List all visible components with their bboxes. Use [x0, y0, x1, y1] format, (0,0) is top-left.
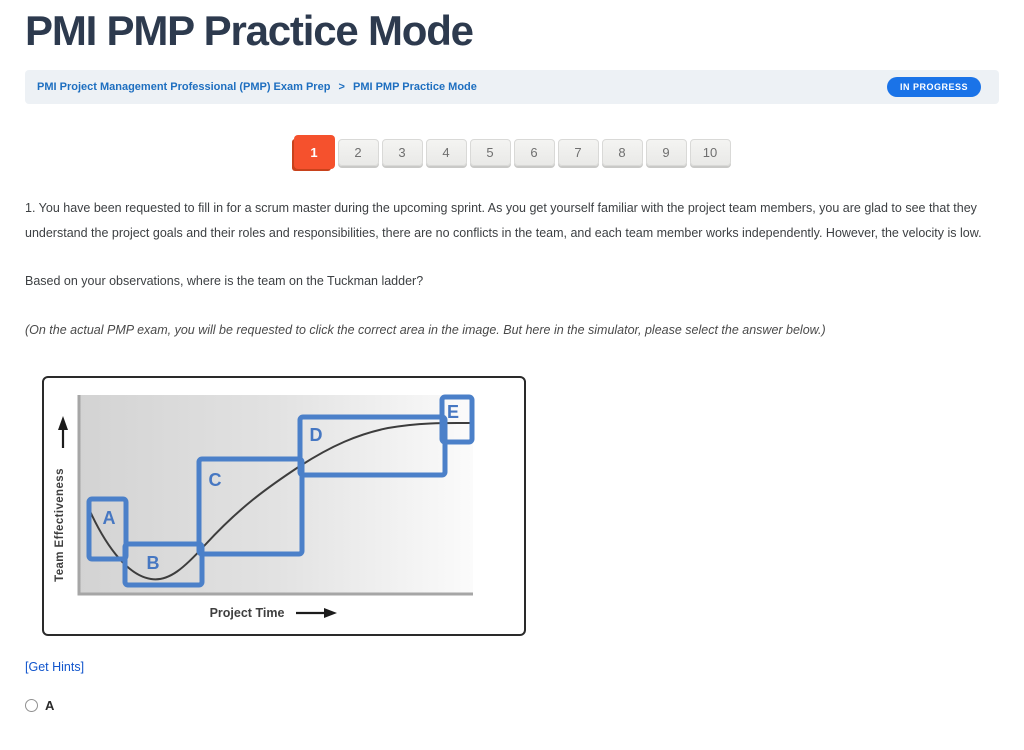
practice-mode-page: PMI PMP Practice Mode PMI Project Manage… [0, 7, 1024, 713]
question-nav-button-7[interactable]: 7 [557, 138, 599, 166]
question-nav-button-2[interactable]: 2 [337, 138, 379, 166]
breadcrumb: PMI Project Management Professional (PMP… [25, 70, 999, 105]
x-axis-arrow-icon [296, 608, 337, 619]
region-box-e [439, 394, 475, 445]
get-hints-link[interactable]: [Get Hints] [25, 660, 85, 675]
question-note: (On the actual PMP exam, you will be req… [25, 322, 826, 337]
plot-area [79, 395, 473, 595]
radio-button[interactable] [25, 699, 38, 713]
breadcrumb-course-link[interactable]: PMI Project Management Professional (PMP… [37, 81, 331, 94]
region-label-d: D [310, 425, 323, 445]
tuckman-ladder-figure: Team Effectiveness A B C D E Project Tim… [42, 376, 526, 637]
region-box-a [86, 496, 129, 562]
region-label-b: B [147, 553, 160, 573]
question-nav: 1 2 3 4 5 6 7 8 9 10 [25, 134, 999, 170]
performance-curve [88, 422, 473, 581]
breadcrumb-trail: PMI Project Management Professional (PMP… [37, 81, 477, 93]
axes [77, 395, 473, 596]
breadcrumb-separator: > [338, 81, 345, 94]
tuckman-ladder-diagram: Team Effectiveness A B C D E Project Tim… [54, 394, 475, 620]
region-box-d [297, 414, 448, 478]
x-axis-label: Project Time [210, 606, 285, 620]
region-label-a: A [103, 508, 116, 528]
question-nav-button-5[interactable]: 5 [469, 138, 511, 166]
question-nav-button-4[interactable]: 4 [425, 138, 467, 166]
breadcrumb-current-link[interactable]: PMI PMP Practice Mode [352, 81, 477, 94]
region-label-c: C [209, 470, 222, 490]
page-title: PMI PMP Practice Mode [25, 7, 474, 54]
question-prompt: Based on your observations, where is the… [25, 274, 424, 289]
question-nav-button-9[interactable]: 9 [645, 138, 687, 166]
status-badge: IN PROGRESS [886, 77, 981, 98]
answer-option-a[interactable]: A [25, 698, 999, 713]
region-box-c [196, 456, 305, 557]
y-axis-arrow-icon [58, 416, 68, 449]
question-nav-button-6[interactable]: 6 [513, 138, 555, 166]
question-nav-button-3[interactable]: 3 [381, 138, 423, 166]
question-nav-button-1[interactable]: 1 [293, 135, 335, 170]
question-text: 1. You have been requested to fill in fo… [25, 201, 982, 240]
question-nav-button-10[interactable]: 10 [689, 138, 731, 166]
y-axis-label: Team Effectiveness [54, 468, 66, 582]
region-label-e: E [447, 402, 459, 422]
question-nav-button-8[interactable]: 8 [601, 138, 643, 166]
answer-option-label: A [45, 698, 55, 714]
region-box-b [122, 541, 205, 588]
